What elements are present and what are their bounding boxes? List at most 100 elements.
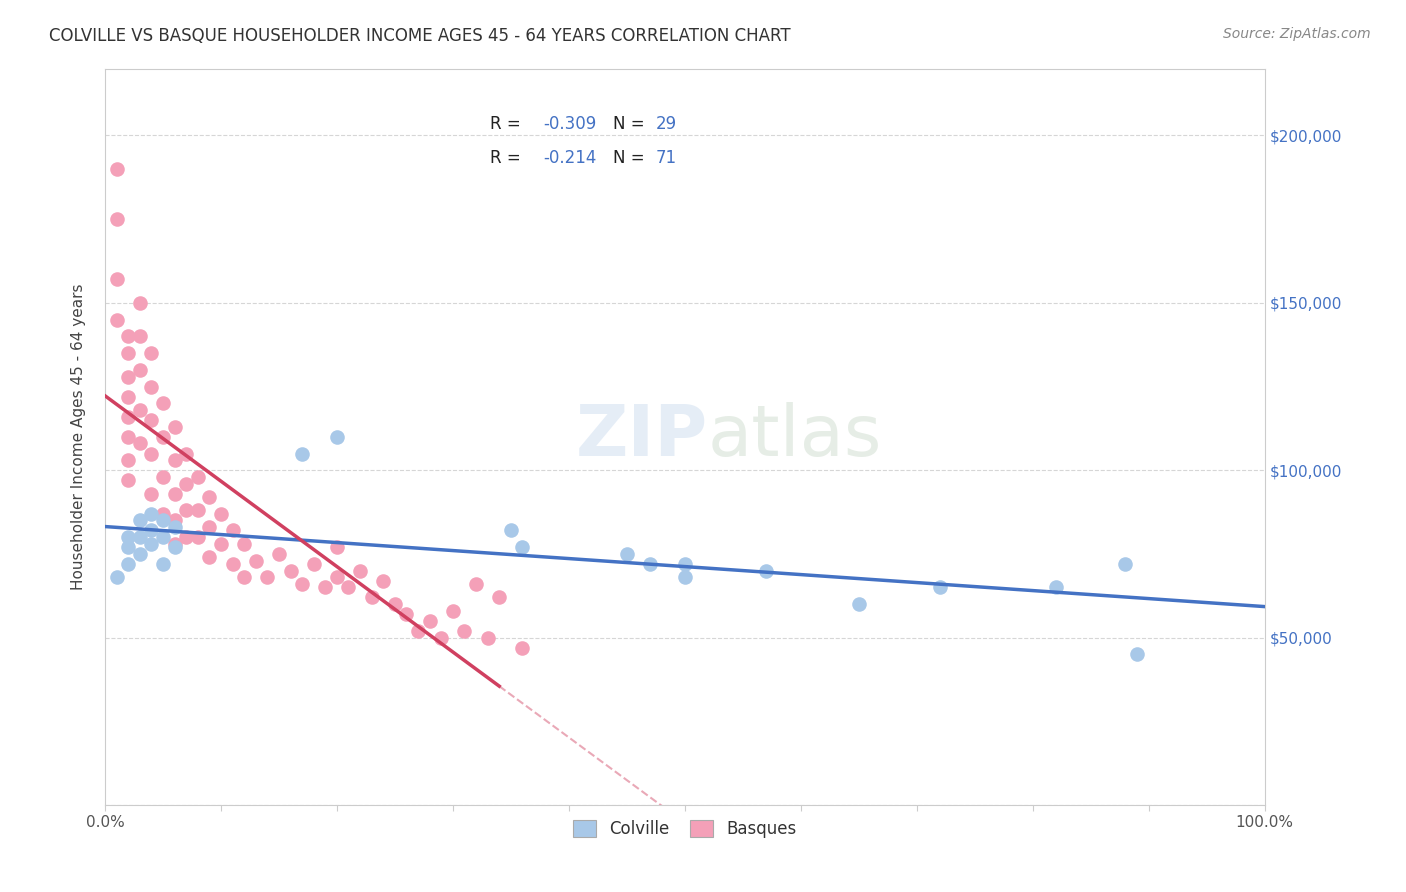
Point [152, 507, 174, 521]
Point [141, 537, 163, 551]
Point [105, 312, 128, 326]
Point [1114, 557, 1136, 571]
Point [233, 570, 256, 584]
Text: Source: ZipAtlas.com: Source: ZipAtlas.com [1223, 27, 1371, 41]
Point [209, 507, 232, 521]
Point [105, 161, 128, 176]
Point [187, 530, 209, 544]
Point [256, 570, 278, 584]
Point [141, 486, 163, 500]
Point [141, 507, 163, 521]
Text: R =: R = [489, 115, 526, 133]
Text: N =: N = [613, 115, 650, 133]
Point [163, 486, 186, 500]
Point [291, 446, 314, 460]
Point [163, 453, 186, 467]
Point [163, 537, 186, 551]
Point [105, 570, 128, 584]
Point [128, 403, 150, 417]
Point [419, 614, 441, 628]
Point [187, 503, 209, 517]
Point [1126, 648, 1149, 662]
Point [152, 557, 174, 571]
Point [430, 631, 453, 645]
Point [117, 540, 139, 554]
Point [465, 577, 488, 591]
Point [128, 530, 150, 544]
Point [117, 473, 139, 487]
Text: ZIP: ZIP [575, 402, 709, 471]
Point [163, 419, 186, 434]
Text: 29: 29 [655, 115, 676, 133]
Y-axis label: Householder Income Ages 45 - 64 years: Householder Income Ages 45 - 64 years [72, 284, 86, 590]
Point [198, 550, 221, 565]
Point [117, 390, 139, 404]
Point [349, 564, 371, 578]
Point [141, 524, 163, 538]
Point [198, 520, 221, 534]
Legend: Colville, Basques: Colville, Basques [567, 813, 803, 845]
Point [141, 379, 163, 393]
Point [221, 524, 243, 538]
Point [406, 624, 429, 638]
Point [105, 272, 128, 286]
Point [280, 564, 302, 578]
Point [441, 604, 464, 618]
Point [1045, 581, 1067, 595]
Point [163, 540, 186, 554]
Point [128, 436, 150, 450]
Text: R =: R = [489, 149, 526, 168]
Point [105, 212, 128, 227]
Point [187, 470, 209, 484]
Point [233, 537, 256, 551]
Point [673, 570, 696, 584]
Point [512, 640, 534, 655]
Point [152, 470, 174, 484]
Point [141, 446, 163, 460]
Point [128, 329, 150, 343]
Point [117, 409, 139, 424]
Point [174, 476, 197, 491]
Text: 71: 71 [655, 149, 676, 168]
Point [314, 581, 336, 595]
Point [291, 577, 314, 591]
Point [326, 430, 349, 444]
Point [245, 554, 267, 568]
Text: atlas: atlas [709, 402, 883, 471]
Point [152, 530, 174, 544]
Point [198, 490, 221, 504]
Point [117, 329, 139, 343]
Point [152, 513, 174, 527]
Point [117, 430, 139, 444]
Point [117, 369, 139, 384]
Point [152, 396, 174, 410]
Point [128, 513, 150, 527]
Point [267, 547, 290, 561]
Point [928, 581, 950, 595]
Point [117, 557, 139, 571]
Point [221, 557, 243, 571]
Point [395, 607, 418, 622]
Point [384, 597, 406, 611]
Text: N =: N = [613, 149, 650, 168]
Point [488, 591, 510, 605]
Point [174, 446, 197, 460]
Point [152, 430, 174, 444]
Point [141, 346, 163, 360]
Point [360, 591, 382, 605]
Point [499, 524, 522, 538]
Point [128, 296, 150, 310]
Point [174, 503, 197, 517]
Point [128, 363, 150, 377]
Point [512, 540, 534, 554]
Point [163, 513, 186, 527]
Point [848, 597, 870, 611]
Point [673, 557, 696, 571]
Point [174, 530, 197, 544]
Point [117, 453, 139, 467]
Point [616, 547, 638, 561]
Point [117, 530, 139, 544]
Point [302, 557, 325, 571]
Point [163, 520, 186, 534]
Point [373, 574, 395, 588]
